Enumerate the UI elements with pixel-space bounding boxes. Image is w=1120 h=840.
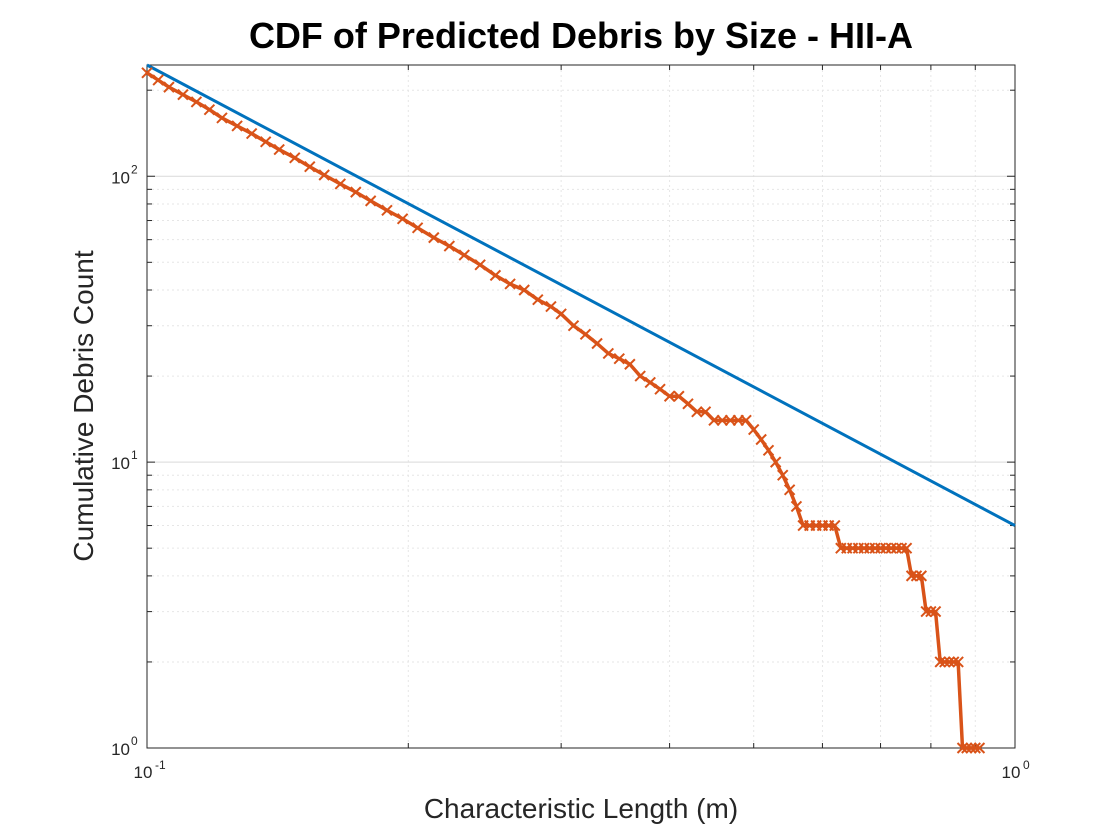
series-2-marker (190, 96, 203, 108)
series-2-marker (489, 269, 502, 282)
series-2-marker (783, 484, 796, 496)
series-2-marker (634, 370, 646, 382)
series-2-marker (474, 259, 486, 271)
series-layer (141, 63, 1016, 754)
series-2-marker (943, 656, 955, 668)
series-2-marker (929, 605, 942, 618)
series-2-marker (682, 398, 694, 410)
series-2-marker (900, 542, 913, 554)
series-2-marker (755, 433, 767, 446)
series-2-marker (152, 74, 164, 86)
y-axis-label: Cumulative Debris Count (68, 250, 99, 561)
x-axis-label: Characteristic Length (m) (424, 793, 738, 824)
series-2-marker (567, 320, 580, 332)
series-2-marker (956, 742, 969, 754)
y-tick-label: 10 (111, 168, 130, 187)
y-tick-label-exponent: 0 (131, 734, 138, 748)
x-tick-label-exponent: -1 (155, 758, 166, 772)
series-2-marker (716, 414, 728, 427)
x-tick-label: 10 (1002, 763, 1021, 782)
series-2-marker (895, 542, 908, 554)
plot-frame (146, 64, 1016, 749)
series-2-marker (961, 742, 973, 754)
series-2-marker (762, 444, 775, 457)
series-2-marker (177, 88, 189, 101)
series-2-marker (518, 284, 530, 296)
series-2-marker (318, 169, 330, 181)
series-2-marker (969, 742, 981, 754)
series-2-marker (602, 347, 615, 360)
series-2-marker (289, 152, 301, 164)
series-2-marker (934, 656, 946, 668)
series-2-marker (624, 358, 636, 370)
series-2-marker (591, 337, 603, 350)
series-2-marker (644, 376, 656, 389)
series-2-marker (458, 249, 470, 261)
series-2-marker (579, 328, 592, 341)
series-2-marker (545, 300, 557, 313)
grid-layer (147, 65, 1015, 748)
chart-title: CDF of Predicted Debris by Size - HII-A (249, 15, 913, 56)
series-2-marker (259, 136, 272, 148)
series-2-marker (691, 406, 703, 418)
series-2-marker (790, 500, 803, 513)
y-tick-label: 10 (111, 454, 130, 473)
series-2-marker (952, 656, 964, 668)
series-2-marker (231, 120, 243, 132)
series-2-marker (350, 186, 362, 198)
series-2-marker (973, 742, 986, 754)
series-2-marker (885, 542, 897, 554)
series-2-marker (910, 570, 923, 582)
series-2-marker (203, 103, 216, 116)
series-2-marker (364, 195, 377, 207)
series-2-marker (532, 293, 544, 306)
series-2-marker (890, 542, 903, 554)
series-2-marker (747, 423, 760, 436)
series-2-marker (396, 213, 409, 225)
series-2-marker (777, 469, 789, 481)
series-2-marker (769, 456, 782, 468)
series-2-marker (428, 231, 440, 244)
series-1-line (146, 63, 1016, 527)
series-2-marker (381, 204, 393, 217)
series-2-marker (334, 178, 347, 190)
x-tick-label-exponent: 0 (1023, 758, 1030, 772)
series-2-marker (163, 81, 175, 93)
series-2-marker (141, 67, 153, 79)
series-2-marker (708, 414, 720, 427)
series-2-marker (663, 390, 676, 402)
y-tick-label-exponent: 2 (131, 162, 138, 176)
series-2-marker (654, 383, 666, 395)
y-tick-label-exponent: 1 (131, 448, 138, 462)
series-2-marker (939, 656, 951, 668)
series-2-marker (948, 656, 960, 668)
series-2-marker (905, 570, 918, 582)
series-2-marker (273, 143, 285, 156)
series-2-marker (925, 605, 937, 618)
series-2-marker (920, 605, 932, 618)
series-2-marker (304, 160, 316, 173)
series-2-marker (443, 240, 456, 252)
series-2-marker (915, 570, 928, 582)
series-2-marker (245, 127, 258, 140)
series-2-marker (829, 519, 841, 532)
series-2-marker (965, 742, 977, 754)
x-tick-label: 10 (134, 763, 153, 782)
series-2-marker (740, 414, 752, 427)
y-tick-label: 10 (111, 740, 130, 759)
series-2-marker (699, 406, 712, 418)
series-2-marker (411, 222, 424, 234)
series-2-marker (216, 112, 228, 124)
series-2-marker (673, 390, 685, 402)
series-2-marker (613, 353, 625, 365)
series-2-marker (504, 278, 516, 290)
series-2-marker (555, 308, 567, 320)
